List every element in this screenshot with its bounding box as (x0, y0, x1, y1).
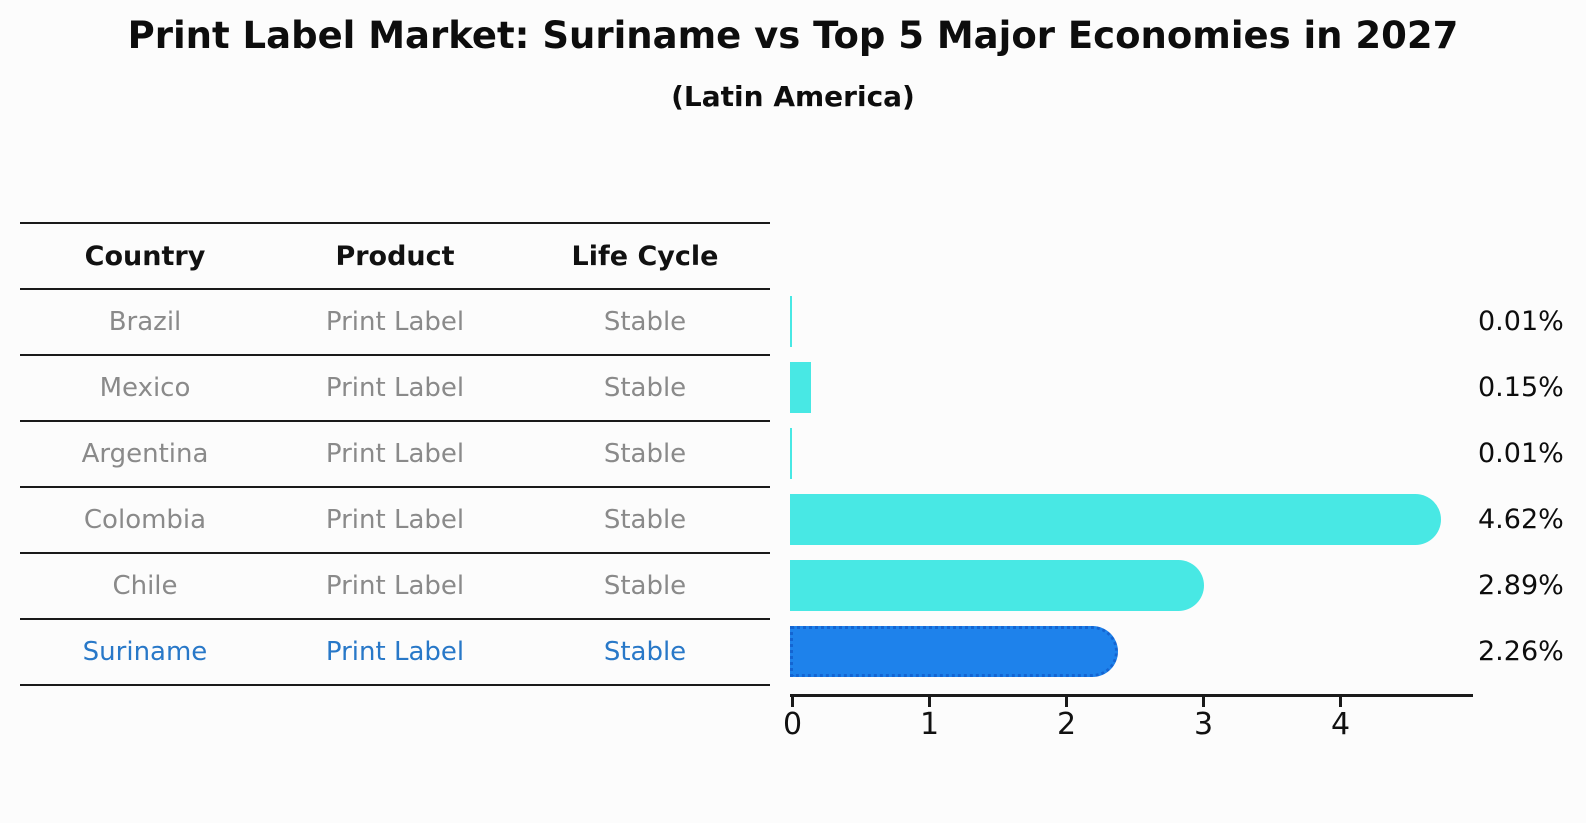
x-axis-tick-label: 2 (1056, 707, 1077, 742)
x-axis-tick-label: 4 (1330, 707, 1351, 742)
cell-life-cycle: Stable (603, 637, 687, 667)
x-axis-line (790, 694, 1473, 697)
cell-country: Suriname (82, 637, 208, 667)
chart-subtitle: (Latin America) (671, 80, 915, 113)
table-header-row: Country Product Life Cycle (20, 222, 770, 290)
x-axis-tick (1065, 697, 1068, 707)
cell-life-cycle: Stable (603, 373, 687, 403)
cell-life-cycle: Stable (603, 439, 687, 469)
column-header-product: Product (335, 240, 455, 272)
x-axis-tick (928, 697, 931, 707)
value-label-colombia: 4.62% (1478, 504, 1564, 535)
cell-product: Print Label (325, 373, 465, 403)
x-axis-tick-label: 0 (782, 707, 803, 742)
cell-country: Colombia (83, 505, 207, 535)
value-label-mexico: 0.15% (1478, 372, 1564, 403)
cell-product: Print Label (325, 637, 465, 667)
cell-life-cycle: Stable (603, 307, 687, 337)
cell-product: Print Label (325, 571, 465, 601)
table-row: Brazil Print Label Stable (20, 290, 770, 356)
table-row: Mexico Print Label Stable (20, 356, 770, 422)
x-axis-tick-label: 1 (919, 707, 940, 742)
bar-colombia (790, 494, 1441, 545)
table-row: Argentina Print Label Stable (20, 422, 770, 488)
value-label-brazil: 0.01% (1478, 306, 1564, 337)
cell-product: Print Label (325, 505, 465, 535)
bar-suriname (790, 626, 1118, 677)
bar-brazil (790, 296, 792, 347)
x-axis-tick-label: 3 (1193, 707, 1214, 742)
cell-product: Print Label (325, 307, 465, 337)
table-row: Colombia Print Label Stable (20, 488, 770, 554)
bar-argentina (790, 428, 792, 479)
cell-country: Brazil (108, 307, 182, 337)
cell-life-cycle: Stable (603, 571, 687, 601)
x-axis-tick (1339, 697, 1342, 707)
table-row: Chile Print Label Stable (20, 554, 770, 620)
cell-product: Print Label (325, 439, 465, 469)
data-table: Country Product Life Cycle Brazil Print … (20, 222, 770, 686)
bar-chile (790, 560, 1204, 611)
column-header-country: Country (84, 240, 206, 272)
x-axis-tick (791, 697, 794, 707)
value-label-chile: 2.89% (1478, 570, 1564, 601)
page-title: Print Label Market: Suriname vs Top 5 Ma… (127, 14, 1459, 57)
value-label-suriname: 2.26% (1478, 636, 1564, 667)
bar-mexico (790, 362, 811, 413)
value-label-argentina: 0.01% (1478, 438, 1564, 469)
x-axis-tick (1202, 697, 1205, 707)
cell-life-cycle: Stable (603, 505, 687, 535)
column-header-life-cycle: Life Cycle (571, 240, 719, 272)
table-row-highlight-suriname: Suriname Print Label Stable (20, 620, 770, 686)
cell-country: Mexico (99, 373, 191, 403)
cell-country: Chile (112, 571, 178, 601)
cell-country: Argentina (81, 439, 209, 469)
